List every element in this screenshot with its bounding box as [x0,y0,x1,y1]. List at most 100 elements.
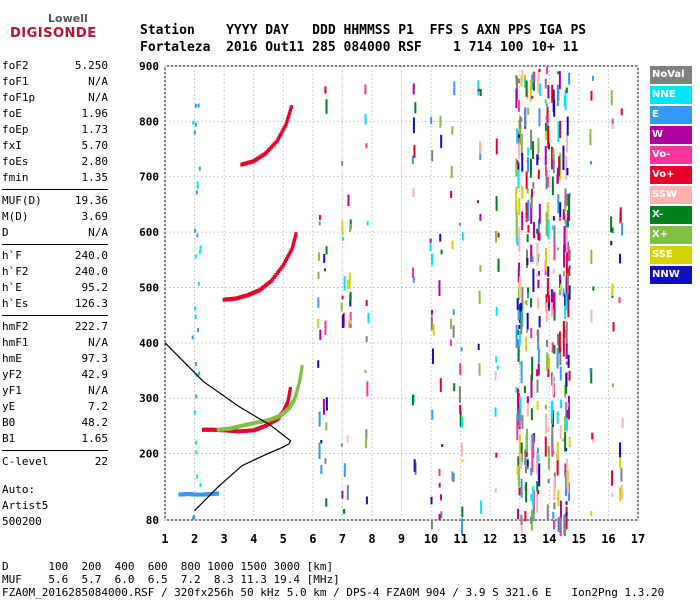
parameter-panel: foF2 5.250 foF1 N/A foF1p N/A foE 1.96 foEp 1.73 f… [2,58,108,470]
noise-echo [559,152,562,174]
noise-echo [530,327,533,339]
noise-echo [515,325,518,349]
noise-echo [537,69,540,94]
noise-echo [452,308,455,316]
x-tick-label: 13 [513,532,527,546]
noise-echo [198,249,201,254]
noise-echo [527,224,530,233]
noise-echo [557,71,560,75]
noise-echo [196,181,199,186]
noise-echo [461,518,464,535]
noise-echo [461,459,464,463]
noise-echo [565,227,568,253]
param-value: 97.3 [81,352,109,365]
logo-text-lowell: Lowell [48,12,88,25]
noise-echo [565,87,568,94]
autoscaling-info: Auto: Artist5 500200 [2,482,48,530]
param-separator [2,450,108,451]
noise-echo [432,323,435,336]
noise-echo [565,501,568,505]
noise-echo [521,69,524,82]
trace-point [285,257,289,262]
param-row: hmF1 N/A [2,335,108,351]
noise-echo [611,383,614,388]
noise-echo [191,335,194,340]
noise-echo [530,244,533,263]
noise-echo [552,154,555,174]
noise-echo [547,427,550,433]
noise-echo [610,240,613,246]
legend-item: SSW [650,186,692,204]
noise-echo [559,120,562,139]
noise-echo [536,452,539,475]
noise-echo [559,202,562,218]
noise-echo [516,160,519,164]
trace-point [288,250,292,255]
noise-echo [552,225,555,231]
noise-echo [346,280,349,289]
noise-echo [524,107,527,127]
noise-echo [525,481,528,503]
noise-echo [521,211,524,231]
x-tick-label: 11 [453,532,467,546]
trace-point [296,383,300,388]
chart-ticks: 1 2 3 4 5 6 7 8 9 10 11 12 13 14 15 16 17802003004005006… [139,60,645,546]
noise-echo [527,199,530,221]
noise-echo [565,343,568,360]
noise-echo [325,397,328,411]
noise-echo [461,417,464,428]
noise-echo [562,333,565,357]
noise-echo [195,450,198,455]
noise-echo [590,368,593,384]
noise-echo [322,398,325,415]
param-value: 240.0 [74,249,108,262]
param-row: foF2 5.250 [2,58,108,74]
noise-echo [525,329,528,333]
trace-point [250,428,254,433]
noise-echo [537,218,540,233]
noise-echo [556,452,559,476]
noise-echo [525,300,528,306]
noise-echo [621,417,624,429]
noise-echo [545,116,548,120]
param-value: 1.73 [81,123,109,136]
noise-echo [589,368,592,373]
param-name: fxI [2,139,22,152]
noise-echo [537,490,540,495]
noise-echo [589,160,592,165]
noise-echo [566,134,569,153]
noise-echo [343,463,346,477]
noise-echo [318,221,321,226]
param-name: foF2 [2,59,29,72]
noise-echo [324,86,327,94]
trace-point [292,240,296,245]
noise-echo [536,154,539,166]
noise-echo [412,394,415,406]
noise-echo [518,227,521,252]
noise-echo [537,363,540,376]
legend-item: Vo- [650,146,692,164]
noise-echo [532,141,535,159]
noise-echo [592,286,595,291]
noise-echo [524,449,527,466]
noise-echo [325,422,328,431]
param-value: 240.0 [74,265,108,278]
noise-echo [515,386,518,393]
noise-echo [515,186,518,211]
param-name: hmF2 [2,320,29,333]
param-row: foF1p N/A [2,90,108,106]
legend-item: NNE [650,86,692,104]
noise-echo [556,441,559,461]
param-value: N/A [88,91,108,104]
noise-echo [526,188,529,194]
noise-echo [341,490,344,499]
noise-echo [620,467,623,482]
trace-point [299,369,303,374]
noise-echo [517,169,520,189]
noise-echo [199,483,202,488]
trace-point [291,242,295,247]
noise-echo [517,131,520,146]
noise-echo [546,352,549,372]
noise-echo [520,517,523,534]
noise-echo [366,220,369,226]
